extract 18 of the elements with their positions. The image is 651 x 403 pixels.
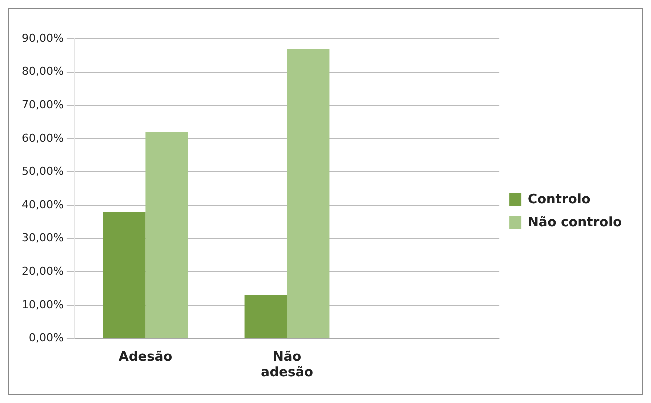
bar <box>103 212 146 338</box>
y-tick-label: 0,00% <box>28 332 64 345</box>
y-tick-label: 30,00% <box>22 232 64 245</box>
y-tick-label: 60,00% <box>22 132 64 145</box>
legend-label: Não controlo <box>528 215 622 230</box>
bar <box>244 295 288 338</box>
bar <box>287 48 330 338</box>
x-tick-label: Não adesão <box>261 350 314 381</box>
x-tick-label: Adesão <box>118 350 173 365</box>
y-tick-label: 70,00% <box>22 98 64 112</box>
y-tick-label: 80,00% <box>22 65 64 78</box>
y-tick-label: 20,00% <box>22 265 64 278</box>
y-tick-label: 50,00% <box>22 165 64 178</box>
y-tick-label: 40,00% <box>22 198 64 212</box>
bar <box>146 132 188 338</box>
y-tick-label: 90,00% <box>22 32 64 45</box>
y-tick-label: 10,00% <box>22 298 64 312</box>
legend-label: Controlo <box>528 192 591 208</box>
